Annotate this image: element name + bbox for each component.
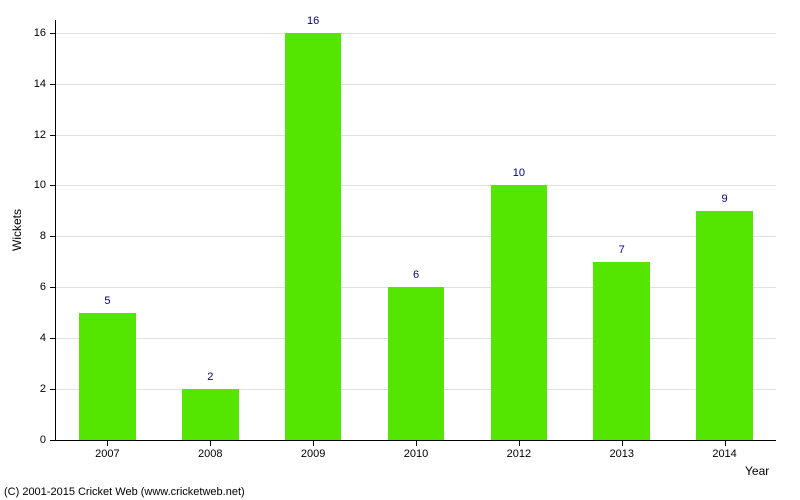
bar	[79, 313, 136, 440]
x-tick-label: 2014	[712, 448, 736, 460]
x-tick-label: 2012	[507, 448, 531, 460]
bar-value-label: 2	[207, 371, 213, 383]
bar-value-label: 5	[104, 295, 110, 307]
y-tick	[50, 440, 56, 441]
bar-value-label: 7	[619, 244, 625, 256]
y-tick	[50, 389, 56, 390]
y-axis-label: Wickets	[10, 209, 24, 251]
bar	[491, 185, 548, 440]
y-tick	[50, 84, 56, 85]
y-tick-label: 16	[34, 27, 46, 39]
x-tick	[210, 440, 211, 446]
y-tick-label: 0	[40, 434, 46, 446]
y-tick	[50, 135, 56, 136]
x-axis-label: Year	[745, 464, 769, 478]
x-tick	[519, 440, 520, 446]
y-tick	[50, 236, 56, 237]
x-tick	[107, 440, 108, 446]
y-tick-label: 12	[34, 129, 46, 141]
bar-value-label: 9	[722, 193, 728, 205]
y-tick-label: 6	[40, 281, 46, 293]
y-gridline	[56, 185, 776, 186]
y-gridline	[56, 135, 776, 136]
y-tick-label: 4	[40, 332, 46, 344]
x-tick	[416, 440, 417, 446]
copyright-text: (C) 2001-2015 Cricket Web (www.cricketwe…	[4, 486, 245, 498]
y-tick	[50, 185, 56, 186]
plot-area: 0246810121416200752008220091620106201210…	[55, 20, 776, 441]
bar	[182, 389, 239, 440]
y-tick	[50, 338, 56, 339]
x-tick-label: 2009	[301, 448, 325, 460]
bar-value-label: 10	[513, 167, 525, 179]
y-gridline	[56, 84, 776, 85]
x-tick	[313, 440, 314, 446]
y-tick-label: 10	[34, 179, 46, 191]
bar	[285, 33, 342, 440]
chart-container: 0 2 4 6 8 10 12 14 16 2007 5 2008 2 2009 16 2010 6 2012 10…	[0, 0, 800, 500]
bar	[593, 262, 650, 440]
x-tick-label: 2008	[198, 448, 222, 460]
y-tick	[50, 33, 56, 34]
y-tick	[50, 287, 56, 288]
x-tick	[622, 440, 623, 446]
bar-value-label: 16	[307, 15, 319, 27]
y-tick-label: 14	[34, 78, 46, 90]
bar-value-label: 6	[413, 269, 419, 281]
y-tick-label: 8	[40, 230, 46, 242]
x-tick-label: 2010	[404, 448, 428, 460]
x-tick-label: 2013	[609, 448, 633, 460]
bar	[388, 287, 445, 440]
y-gridline	[56, 236, 776, 237]
x-tick	[725, 440, 726, 446]
y-gridline	[56, 33, 776, 34]
y-tick-label: 2	[40, 383, 46, 395]
bar	[696, 211, 753, 440]
x-tick-label: 2007	[95, 448, 119, 460]
